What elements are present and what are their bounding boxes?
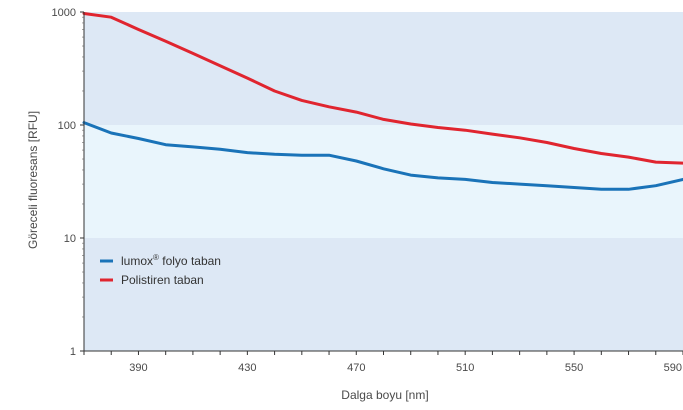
background-band-1 xyxy=(84,125,683,238)
x-tick-label-1: 430 xyxy=(238,362,256,374)
background-bands xyxy=(84,12,683,351)
y-tick-label-2: 100 xyxy=(58,120,76,132)
series-line-1 xyxy=(82,12,683,165)
x-tick-label-3: 510 xyxy=(456,362,474,374)
legend-label-polistiren: Polistiren taban xyxy=(121,273,204,287)
background-band-0 xyxy=(84,238,683,351)
ticks: 1 10 100 1000 390 430 470 510 550 590 xyxy=(52,7,683,374)
y-tick-label-1: 10 xyxy=(64,233,76,245)
background-band-2 xyxy=(84,12,683,125)
y-axis-label: Göreceli fluoresans [RFU] xyxy=(26,111,40,249)
legend: lumox® folyo taban Polistiren taban xyxy=(100,253,221,287)
x-tick-label-5: 590 xyxy=(664,362,682,374)
x-tick-label-0: 390 xyxy=(129,362,147,374)
x-tick-label-2: 470 xyxy=(347,362,365,374)
legend-label-lumox-name: lumox xyxy=(121,254,153,268)
legend-label-lumox-sup: ® xyxy=(153,253,159,262)
legend-label-lumox: lumox® folyo taban xyxy=(121,253,221,268)
x-axis-label: Dalga boyu [nm] xyxy=(341,388,428,402)
series-line-0 xyxy=(82,121,683,191)
series-layer xyxy=(82,12,683,191)
legend-label-lumox-suffix: folyo taban xyxy=(159,254,221,268)
x-tick-label-4: 550 xyxy=(565,362,583,374)
y-tick-label-3: 1000 xyxy=(52,7,76,19)
y-tick-label-0: 1 xyxy=(70,346,76,358)
